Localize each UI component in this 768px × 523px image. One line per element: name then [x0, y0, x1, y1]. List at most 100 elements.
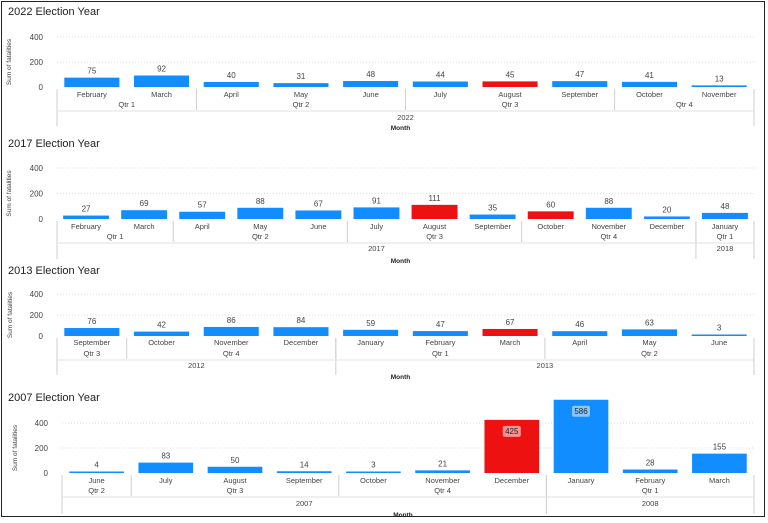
- y-tick-label: 200: [30, 58, 44, 67]
- bar-may[interactable]: [273, 83, 329, 87]
- x-tick-label: October: [537, 222, 564, 231]
- bar-may[interactable]: [621, 329, 677, 336]
- x-tick-label: June: [711, 338, 727, 347]
- x-axis-label: Month: [391, 258, 411, 265]
- data-label: 84: [296, 316, 305, 325]
- quarter-label: Qtr 2: [641, 349, 658, 358]
- x-tick-label: September: [286, 476, 323, 485]
- bar-november[interactable]: [691, 85, 747, 87]
- data-label: 67: [314, 199, 323, 208]
- bar-november[interactable]: [585, 207, 632, 219]
- bar-february[interactable]: [63, 215, 109, 219]
- bar-january[interactable]: [702, 212, 748, 219]
- data-label: 59: [366, 319, 375, 328]
- bar-february[interactable]: [622, 469, 678, 474]
- bar-march[interactable]: [134, 75, 190, 88]
- bar-december[interactable]: [643, 216, 690, 219]
- x-tick-label: June: [88, 476, 104, 485]
- bar-april[interactable]: [179, 211, 226, 219]
- bar-june[interactable]: [69, 471, 124, 474]
- chart-title: 2013 Election Year: [8, 265, 100, 277]
- chart-panel-1: 2022 Election Year 0 200 400 Sum of fataliti…: [6, 6, 755, 132]
- x-tick-label: March: [134, 222, 155, 231]
- y-tick-label: 200: [30, 311, 44, 320]
- quarter-label: Qtr 3: [426, 232, 443, 241]
- bar-september[interactable]: [552, 81, 608, 87]
- bar-july[interactable]: [412, 81, 468, 88]
- quarter-label: Qtr 4: [223, 349, 240, 358]
- data-label: 28: [646, 459, 655, 468]
- data-label: 42: [157, 321, 166, 330]
- x-tick-label: March: [709, 476, 730, 485]
- data-label: 13: [715, 74, 724, 83]
- bar-june[interactable]: [343, 81, 399, 87]
- bar-october[interactable]: [527, 211, 574, 219]
- quarter-label: Qtr 3: [227, 486, 244, 495]
- bar-july[interactable]: [138, 462, 194, 473]
- y-tick-label: 400: [30, 164, 44, 173]
- data-label: 75: [87, 67, 96, 76]
- x-tick-label: February: [77, 90, 107, 99]
- quarter-label: Qtr 4: [676, 100, 693, 109]
- x-tick-label: September: [474, 222, 511, 231]
- quarter-label: Qtr 1: [118, 100, 135, 109]
- data-label: 69: [140, 199, 149, 208]
- data-label: 586: [574, 407, 588, 416]
- year-label: 2017: [368, 244, 385, 253]
- bar-may[interactable]: [237, 207, 284, 219]
- bar-december[interactable]: [273, 327, 329, 336]
- y-axis-label: Sum of fatalities: [7, 291, 14, 338]
- x-tick-label: February: [425, 338, 455, 347]
- chart-title: 2022 Election Year: [8, 6, 100, 18]
- bar-october[interactable]: [621, 81, 677, 87]
- bar-february[interactable]: [64, 77, 120, 87]
- y-tick-label: 0: [44, 469, 49, 478]
- bar-february[interactable]: [412, 331, 468, 336]
- bar-june[interactable]: [295, 210, 342, 219]
- bar-september[interactable]: [64, 328, 120, 336]
- quarter-label: Qtr 3: [502, 100, 519, 109]
- bar-september[interactable]: [276, 471, 332, 473]
- y-axis-label: Sum of fatalities: [12, 424, 19, 471]
- data-label: 92: [157, 65, 166, 74]
- chart-title: 2017 Election Year: [8, 138, 100, 150]
- y-tick-label: 0: [39, 332, 44, 341]
- bar-july[interactable]: [353, 207, 400, 219]
- data-label: 76: [87, 317, 96, 326]
- data-label: 67: [506, 318, 515, 327]
- y-axis-label: Sum of fatalities: [6, 170, 13, 217]
- bar-august[interactable]: [482, 81, 538, 87]
- bar-march[interactable]: [482, 328, 538, 336]
- x-tick-label: October: [636, 90, 663, 99]
- x-tick-label: July: [370, 222, 384, 231]
- data-label-bg: [572, 405, 590, 417]
- bar-september[interactable]: [469, 214, 516, 219]
- data-label: 111: [428, 194, 441, 203]
- data-label: 4: [94, 461, 99, 470]
- x-tick-label: December: [650, 222, 685, 231]
- bar-november[interactable]: [203, 326, 259, 336]
- bar-april[interactable]: [552, 331, 608, 336]
- bar-august[interactable]: [411, 204, 458, 219]
- data-label: 86: [227, 316, 236, 325]
- bar-november[interactable]: [415, 470, 470, 473]
- bar-january[interactable]: [343, 329, 399, 336]
- bar-october[interactable]: [134, 331, 190, 336]
- x-axis-label: Month: [391, 374, 411, 381]
- bar-march[interactable]: [121, 210, 168, 219]
- chart-title: 2007 Election Year: [8, 392, 100, 404]
- chart-panel-3: 2013 Election Year 0 200 400 Sum of fataliti…: [7, 265, 755, 381]
- bar-august[interactable]: [207, 466, 263, 473]
- data-label: 46: [575, 320, 584, 329]
- data-label: 425: [505, 427, 519, 436]
- bar-june[interactable]: [691, 334, 747, 337]
- x-tick-label: July: [434, 90, 448, 99]
- x-tick-label: August: [423, 222, 447, 231]
- bar-march[interactable]: [692, 453, 747, 473]
- x-tick-label: April: [572, 338, 587, 347]
- x-tick-label: April: [224, 90, 239, 99]
- bar-april[interactable]: [203, 82, 259, 87]
- bar-october[interactable]: [346, 471, 401, 474]
- x-tick-label: June: [363, 90, 379, 99]
- x-tick-label: June: [310, 222, 326, 231]
